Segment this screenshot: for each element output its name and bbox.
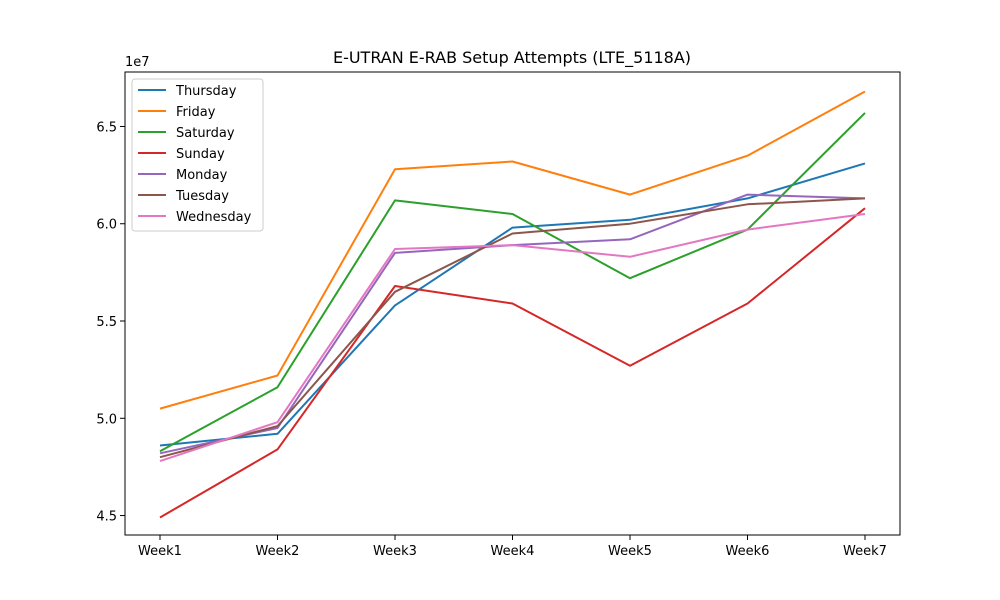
series-line-tuesday <box>159 197 866 459</box>
legend-label: Monday <box>176 168 228 183</box>
y-tick-label: 6.0 <box>96 218 117 233</box>
series-line-wednesday <box>159 213 866 463</box>
x-tick-label: Week5 <box>608 544 652 559</box>
chart-title: E-UTRAN E-RAB Setup Attempts (LTE_5118A) <box>333 48 691 68</box>
series-line-sunday <box>159 207 866 519</box>
legend-box <box>131 78 264 232</box>
x-tick-label: Week6 <box>726 544 770 559</box>
x-tick-label: Week4 <box>491 544 535 559</box>
legend-label: Saturday <box>176 126 235 141</box>
x-tick-label: Week2 <box>256 544 300 559</box>
y-tick-label: 6.5 <box>96 120 117 135</box>
legend-label: Friday <box>176 105 216 120</box>
x-tick-label: Week7 <box>843 544 887 559</box>
y-axis-offset-label: 1e7 <box>125 55 150 70</box>
x-tick-label: Week1 <box>138 544 182 559</box>
legend-label: Wednesday <box>176 210 252 225</box>
x-axis: Week1 Week2 Week3 Week4 Week5 Week6 Week7 <box>138 535 887 559</box>
x-tick-label: Week3 <box>373 544 417 559</box>
series-line-thursday <box>159 162 866 447</box>
y-tick-label: 4.5 <box>96 510 117 525</box>
y-tick-label: 5.0 <box>96 412 117 427</box>
legend-label: Tuesday <box>175 189 229 204</box>
y-tick-label: 5.5 <box>96 315 117 330</box>
legend-label: Sunday <box>176 147 225 162</box>
y-axis: 4.5 5.0 5.5 6.0 6.5 <box>96 120 125 525</box>
legend: Thursday Friday Saturday Sunday Monday Tuesda… <box>131 78 264 232</box>
series-line-saturday <box>159 112 866 453</box>
series-layer <box>159 90 866 519</box>
legend-label: Thursday <box>175 84 237 99</box>
series-line-friday <box>159 90 866 410</box>
